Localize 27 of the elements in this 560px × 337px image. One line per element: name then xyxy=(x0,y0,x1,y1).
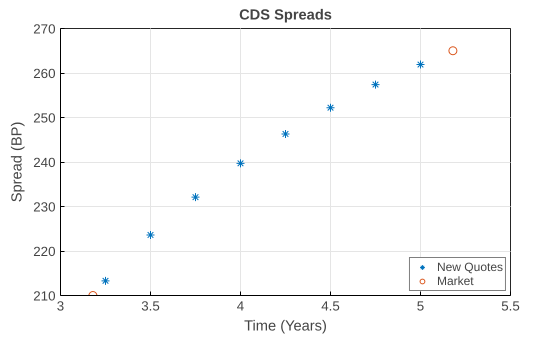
point xyxy=(281,129,290,138)
legend-label: Market xyxy=(436,274,474,288)
point xyxy=(236,158,245,168)
x-tick-label: 5 xyxy=(416,298,424,314)
y-tick-label: 210 xyxy=(33,288,56,304)
legend-label: New Quotes xyxy=(436,260,503,274)
point xyxy=(101,276,110,286)
point xyxy=(448,46,458,56)
y-tick-label: 240 xyxy=(33,155,56,170)
x-tick-label: 4.5 xyxy=(321,298,340,314)
x-axis-title: Time (Years) xyxy=(244,318,327,334)
point xyxy=(146,230,155,240)
point xyxy=(191,192,200,202)
x-tick-label: 5.5 xyxy=(501,298,520,314)
y-tick-label: 230 xyxy=(33,200,56,214)
point xyxy=(371,80,380,90)
point xyxy=(326,103,335,112)
y-tick-label: 250 xyxy=(33,110,56,126)
y-tick-label: 220 xyxy=(33,244,56,259)
y-axis-title: Spread (BP) xyxy=(9,122,26,202)
y-tick-label: 260 xyxy=(33,66,56,81)
x-tick-label: 4 xyxy=(236,298,245,314)
y-tick-label: 270 xyxy=(33,22,56,36)
chart-title: CDS Spreads xyxy=(239,8,332,24)
x-tick-label: 3 xyxy=(56,298,64,314)
point xyxy=(416,60,425,70)
x-tick-label: 3.5 xyxy=(141,298,160,314)
